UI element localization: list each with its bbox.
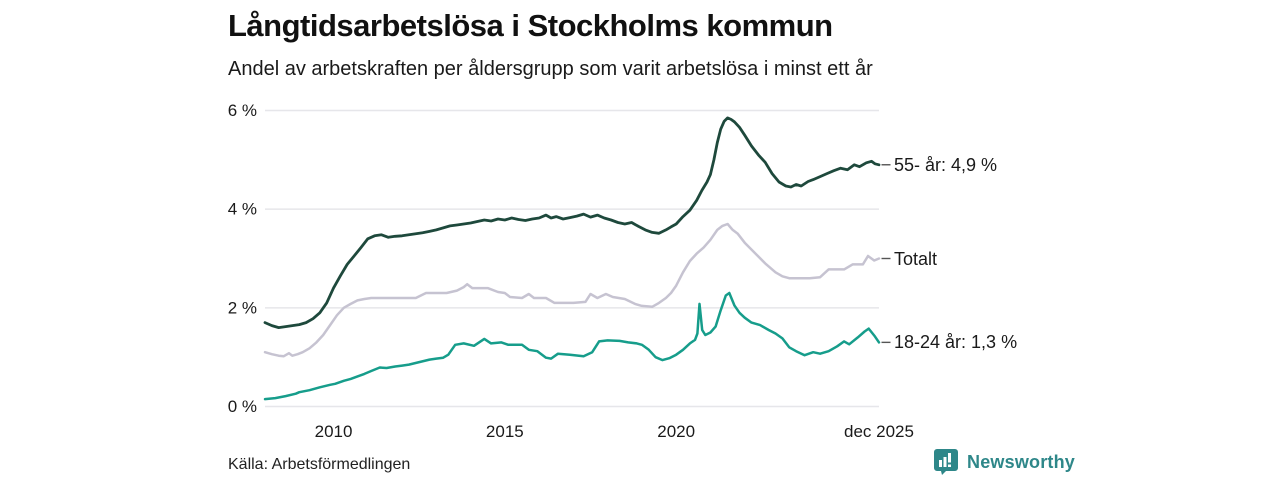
chart-title: Långtidsarbetslösa i Stockholms kommun (228, 8, 833, 43)
series-end-label: 55- år: 4,9 % (894, 154, 998, 175)
series-line-18-24-år (263, 291, 881, 401)
series-line-Totalt (263, 222, 881, 358)
series-line-55--år (263, 116, 881, 330)
x-tick-label: dec 2025 (844, 422, 914, 441)
newsworthy-speech-bubble-bar-chart-icon (934, 449, 958, 475)
chart-subtitle: Andel av arbetskraften per åldersgrupp s… (228, 58, 873, 80)
y-tick-label: 0 % (228, 397, 257, 416)
x-tick-label: 2020 (657, 422, 695, 441)
source-note: Källa: Arbetsförmedlingen (228, 456, 411, 473)
x-tick-label: 2010 (315, 422, 353, 441)
y-tick-label: 4 % (228, 200, 257, 219)
newsworthy-logo: Newsworthy (933, 448, 1075, 476)
series-end-label: Totalt (894, 248, 938, 269)
x-tick-label: 2015 (486, 422, 524, 441)
brand-name: Newsworthy (967, 451, 1076, 472)
series-end-label: 18-24 år: 1,3 % (894, 332, 1018, 353)
y-tick-label: 6 % (228, 101, 257, 120)
y-tick-label: 2 % (228, 298, 257, 317)
